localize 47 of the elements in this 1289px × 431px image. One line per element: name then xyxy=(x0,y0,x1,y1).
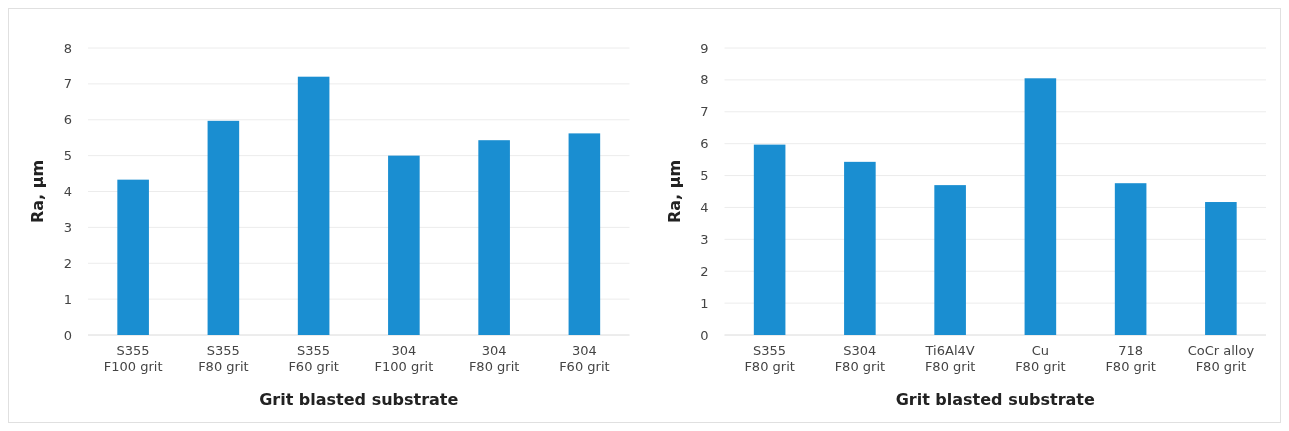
y-tick-label: 4 xyxy=(700,199,709,215)
y-tick-label: 6 xyxy=(700,136,709,152)
y-tick-label: 7 xyxy=(63,76,72,92)
bar xyxy=(934,185,966,335)
x-tick-label: Cu F80 grit xyxy=(1015,343,1066,374)
x-axis-title: Grit blasted substrate xyxy=(259,390,459,409)
bar xyxy=(478,140,510,335)
bar xyxy=(1114,183,1147,335)
x-tick-label: S355 F100 grit xyxy=(103,343,163,374)
bar xyxy=(753,144,786,335)
bar xyxy=(1205,202,1237,335)
y-tick-label: 5 xyxy=(700,168,709,184)
bar xyxy=(844,161,876,335)
y-tick-label: 6 xyxy=(63,112,72,128)
y-tick-label: 8 xyxy=(63,40,72,56)
y-tick-label: 7 xyxy=(700,104,709,120)
y-tick-label: 2 xyxy=(63,255,72,271)
bar xyxy=(1024,78,1057,335)
bar xyxy=(117,179,149,335)
x-tick-label: Ti6Al4V F80 grit xyxy=(924,343,976,374)
y-tick-label: 1 xyxy=(700,295,709,311)
y-axis-title: Ra, µm xyxy=(28,159,47,224)
y-tick-label: 4 xyxy=(63,184,72,200)
y-tick-label: 2 xyxy=(700,263,709,279)
y-tick-label: 3 xyxy=(63,219,72,235)
x-tick-label: 718 F80 grit xyxy=(1105,343,1156,374)
y-tick-label: 8 xyxy=(700,72,709,88)
x-axis-title: Grit blasted substrate xyxy=(895,390,1096,409)
y-tick-label: 5 xyxy=(63,148,72,164)
y-tick-label: 3 xyxy=(700,231,709,247)
y-tick-label: 0 xyxy=(63,327,72,343)
x-tick-label: S355 F60 grit xyxy=(288,343,339,374)
x-tick-label: 304 F80 grit xyxy=(468,343,520,374)
bar xyxy=(388,155,420,335)
y-tick-label: 9 xyxy=(700,40,709,56)
y-tick-label: 1 xyxy=(63,291,72,307)
x-tick-label: CoCr alloy F80 grit xyxy=(1187,343,1255,374)
x-tick-label: S355 F80 grit xyxy=(744,343,795,374)
bar xyxy=(207,120,240,335)
x-tick-label: 304 F100 grit xyxy=(374,343,434,374)
x-tick-label: S304 F80 grit xyxy=(834,343,886,374)
x-tick-label: S355 F80 grit xyxy=(198,343,249,374)
y-axis-title: Ra, µm xyxy=(664,159,684,224)
bar xyxy=(297,76,330,335)
y-tick-label: 0 xyxy=(700,327,709,343)
bar xyxy=(568,133,601,335)
x-tick-label: 304 F60 grit xyxy=(559,343,610,374)
